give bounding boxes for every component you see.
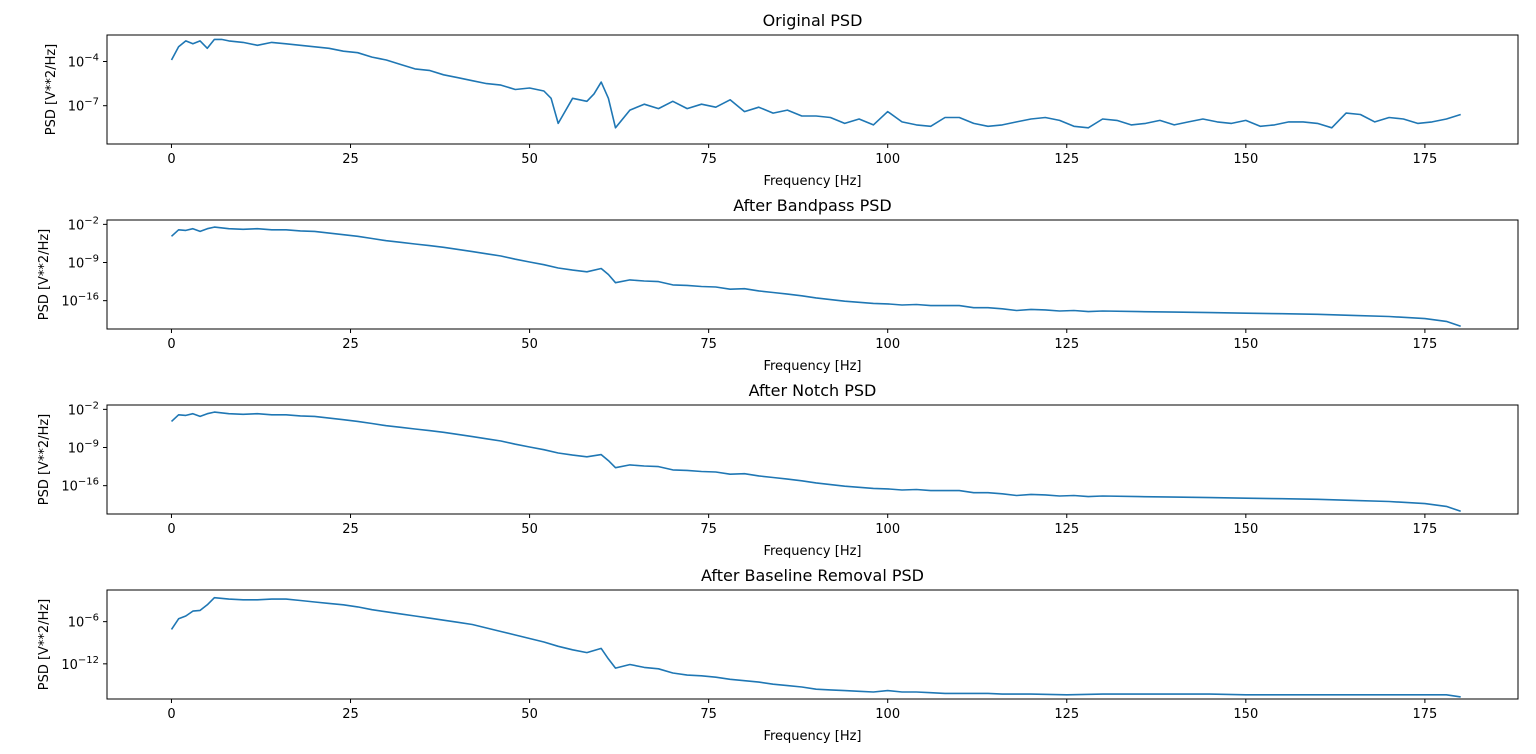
x-tick-label: 25 (342, 707, 359, 722)
x-tick-label: 100 (875, 707, 900, 722)
x-tick-label: 75 (700, 707, 717, 722)
x-axis-label: Frequency [Hz] (763, 359, 861, 374)
x-tick-label: 100 (875, 152, 900, 167)
chart-title: After Bandpass PSD (733, 196, 891, 215)
x-tick-label: 125 (1054, 707, 1079, 722)
axes-frame (106, 404, 1519, 515)
x-tick-label: 0 (167, 707, 175, 722)
y-axis-label: PSD [V**2/Hz] (37, 414, 52, 506)
x-tick-label: 0 (167, 337, 175, 352)
y-axis-label: PSD [V**2/Hz] (37, 229, 52, 321)
y-tick-label: 10−9 (68, 254, 99, 272)
y-tick-exponent: −9 (84, 254, 99, 265)
y-tick-label: 10−16 (61, 292, 99, 310)
subplot-4: After Baseline Removal PSD 0 25 50 75 100 125 1… (37, 566, 1519, 744)
x-tick-label: 50 (521, 152, 538, 167)
y-tick-label: 10−2 (68, 215, 99, 233)
y-tick-label: 10−16 (61, 477, 99, 495)
x-axis-label: Frequency [Hz] (763, 729, 861, 744)
y-tick-base: 10 (61, 480, 78, 495)
series-line (170, 38, 1461, 129)
x-tick-label: 75 (700, 522, 717, 537)
axes-frame (106, 34, 1519, 145)
y-tick-base: 10 (68, 56, 85, 71)
x-tick-label: 150 (1233, 522, 1258, 537)
y-tick-exponent: −4 (84, 53, 99, 64)
x-tick-label: 75 (700, 337, 717, 352)
y-tick-base: 10 (61, 658, 78, 673)
chart-title: After Notch PSD (749, 381, 877, 400)
x-tick-label: 175 (1412, 522, 1437, 537)
series-line (170, 596, 1461, 698)
x-tick-label: 25 (342, 522, 359, 537)
y-tick-label: 10−4 (68, 53, 99, 71)
x-tick-label: 100 (875, 522, 900, 537)
y-tick-label: 10−9 (68, 439, 99, 457)
x-tick-label: 125 (1054, 337, 1079, 352)
x-tick-label: 150 (1233, 337, 1258, 352)
y-tick-exponent: −7 (84, 97, 99, 108)
x-tick-label: 150 (1233, 152, 1258, 167)
y-tick-exponent: −6 (84, 613, 99, 624)
y-tick-base: 10 (68, 403, 85, 418)
chart-title: After Baseline Removal PSD (701, 566, 924, 585)
y-tick-base: 10 (68, 100, 85, 115)
x-tick-label: 175 (1412, 337, 1437, 352)
series-line (170, 411, 1461, 513)
y-tick-exponent: −16 (78, 477, 99, 488)
x-tick-label: 175 (1412, 152, 1437, 167)
y-tick-exponent: −9 (84, 439, 99, 450)
x-tick-label: 125 (1054, 152, 1079, 167)
y-tick-exponent: −2 (84, 400, 99, 411)
y-tick-base: 10 (61, 295, 78, 310)
y-tick-base: 10 (68, 616, 85, 631)
x-tick-label: 75 (700, 152, 717, 167)
subplot-1: Original PSD 0 25 50 75 100 125 150 175 Frequency… (44, 11, 1519, 189)
x-tick-label: 50 (521, 707, 538, 722)
y-tick-exponent: −2 (84, 215, 99, 226)
y-tick-label: 10−12 (61, 655, 99, 673)
series-line (170, 226, 1461, 328)
x-tick-label: 50 (521, 337, 538, 352)
y-tick-label: 10−6 (68, 613, 99, 631)
subplot-2: After Bandpass PSD 0 25 50 75 100 125 150 175 Fre… (37, 196, 1519, 374)
x-tick-label: 0 (167, 152, 175, 167)
y-tick-exponent: −16 (78, 292, 99, 303)
subplot-3: After Notch PSD 0 25 50 75 100 125 150 175 Freque… (37, 381, 1519, 559)
x-tick-label: 25 (342, 152, 359, 167)
y-axis-label: PSD [V**2/Hz] (37, 599, 52, 691)
x-tick-label: 100 (875, 337, 900, 352)
axes-frame (106, 589, 1519, 700)
y-tick-base: 10 (68, 257, 85, 272)
chart-title: Original PSD (763, 11, 863, 30)
y-tick-base: 10 (68, 218, 85, 233)
x-tick-label: 150 (1233, 707, 1258, 722)
y-tick-base: 10 (68, 442, 85, 457)
x-axis-label: Frequency [Hz] (763, 174, 861, 189)
y-tick-label: 10−2 (68, 400, 99, 418)
x-tick-label: 125 (1054, 522, 1079, 537)
y-axis-label: PSD [V**2/Hz] (44, 44, 59, 136)
x-axis-label: Frequency [Hz] (763, 544, 861, 559)
x-tick-label: 0 (167, 522, 175, 537)
y-tick-exponent: −12 (78, 655, 99, 666)
y-tick-label: 10−7 (68, 97, 99, 115)
x-tick-label: 175 (1412, 707, 1437, 722)
axes-frame (106, 219, 1519, 330)
x-tick-label: 25 (342, 337, 359, 352)
x-tick-label: 50 (521, 522, 538, 537)
